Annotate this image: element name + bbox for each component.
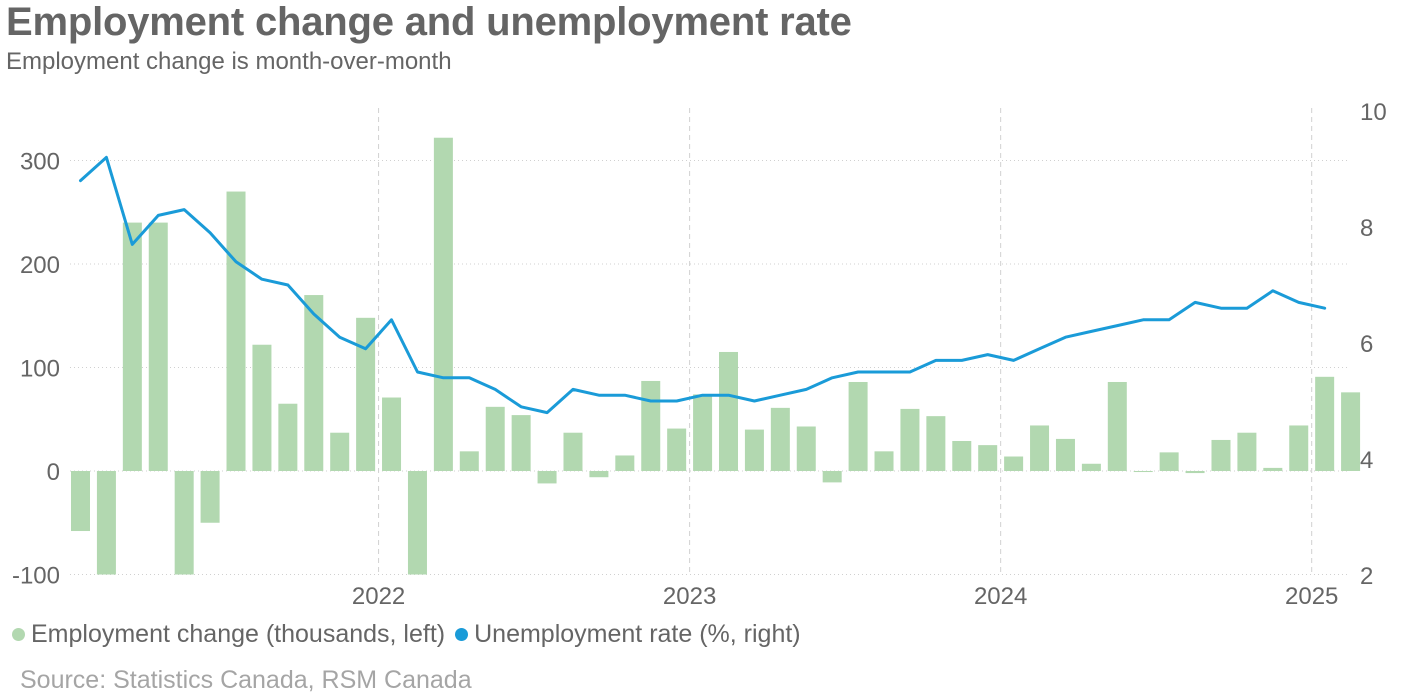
- legend: Employment change (thousands, left) Unem…: [12, 620, 811, 649]
- employment-bar: [304, 295, 324, 471]
- employment-bar: [1055, 438, 1075, 471]
- right-axis-tick-label: 4: [1360, 447, 1373, 474]
- employment-bar: [226, 191, 246, 472]
- employment-bar: [382, 397, 402, 471]
- unemployment-line: [79, 155, 1327, 415]
- employment-bar: [848, 381, 868, 471]
- employment-bar: [1107, 381, 1127, 471]
- employment-bar: [1133, 471, 1153, 473]
- x-axis-tick-label: 2024: [974, 583, 1027, 610]
- employment-bar: [1289, 425, 1309, 471]
- employment-bar: [874, 451, 894, 471]
- employment-bar: [200, 471, 220, 523]
- employment-bar: [485, 406, 505, 471]
- employment-bar: [900, 408, 920, 471]
- employment-bar: [537, 471, 557, 484]
- employment-bar: [278, 403, 298, 471]
- employment-bar: [1081, 463, 1101, 471]
- employment-bar: [589, 471, 609, 478]
- employment-bar: [641, 380, 661, 471]
- chart-title: Employment change and unemployment rate: [6, 0, 852, 44]
- employment-bar: [744, 429, 764, 471]
- employment-bar: [1211, 439, 1231, 471]
- employment-bar: [719, 351, 738, 471]
- left-axis-tick-label: 100: [20, 356, 60, 383]
- legend-label-employment: Employment change (thousands, left): [31, 620, 446, 648]
- employment-bar: [1263, 467, 1283, 471]
- legend-label-unemployment: Unemployment rate (%, right): [474, 620, 801, 648]
- employment-bar: [252, 344, 272, 471]
- right-axis-tick-label: 6: [1360, 331, 1373, 358]
- legend-item-unemployment: Unemployment rate (%, right): [455, 620, 801, 649]
- left-axis-tick-label: 300: [20, 149, 60, 176]
- employment-bar: [1315, 376, 1335, 471]
- legend-dot-unemployment: [455, 628, 469, 641]
- employment-bar: [71, 471, 90, 532]
- right-axis-tick-label: 2: [1360, 563, 1373, 590]
- employment-bar: [770, 407, 790, 471]
- employment-bar: [978, 445, 998, 471]
- employment-bar: [330, 432, 350, 471]
- employment-bar: [122, 222, 142, 471]
- employment-bar: [822, 471, 842, 483]
- chart-area: -100 0 100 200 300 2022 2023 2024 2025 2 4 6 8 10: [12, 99, 1387, 610]
- legend-dot-employment: [12, 628, 25, 641]
- employment-bar: [926, 416, 946, 471]
- employment-bar: [693, 394, 713, 471]
- employment-bar: [174, 471, 194, 575]
- employment-bar: [1004, 456, 1024, 471]
- employment-bar: [1185, 471, 1205, 474]
- employment-bar: [511, 415, 531, 471]
- employment-bar: [459, 451, 479, 471]
- employment-bar: [563, 432, 583, 471]
- right-axis-tick-label: 8: [1360, 215, 1373, 242]
- employment-bar: [407, 471, 427, 575]
- employment-bar: [1341, 392, 1361, 471]
- employment-bar: [1237, 432, 1257, 471]
- left-axis-tick-label: -100: [12, 563, 60, 590]
- x-axis-tick-label: 2023: [663, 583, 716, 610]
- employment-bar: [356, 317, 376, 471]
- chart-subtitle: Employment change is month-over-month: [6, 48, 452, 75]
- employment-bar: [615, 455, 635, 471]
- legend-item-employment: Employment change (thousands, left): [12, 620, 445, 649]
- employment-bar: [667, 428, 687, 471]
- employment-bar: [796, 426, 816, 471]
- right-axis-tick-label: 10: [1360, 99, 1387, 126]
- left-axis-tick-label: 0: [47, 459, 60, 486]
- employment-bar: [148, 222, 168, 471]
- employment-bar: [1159, 452, 1179, 471]
- employment-bar: [1030, 425, 1050, 471]
- employment-bar: [96, 471, 116, 575]
- x-axis-tick-label: 2022: [352, 583, 405, 610]
- employment-bar: [433, 137, 453, 472]
- source-note: Source: Statistics Canada, RSM Canada: [20, 666, 472, 694]
- left-axis-tick-label: 200: [20, 252, 60, 279]
- employment-bar: [952, 440, 972, 471]
- x-axis-tick-label: 2025: [1285, 583, 1338, 610]
